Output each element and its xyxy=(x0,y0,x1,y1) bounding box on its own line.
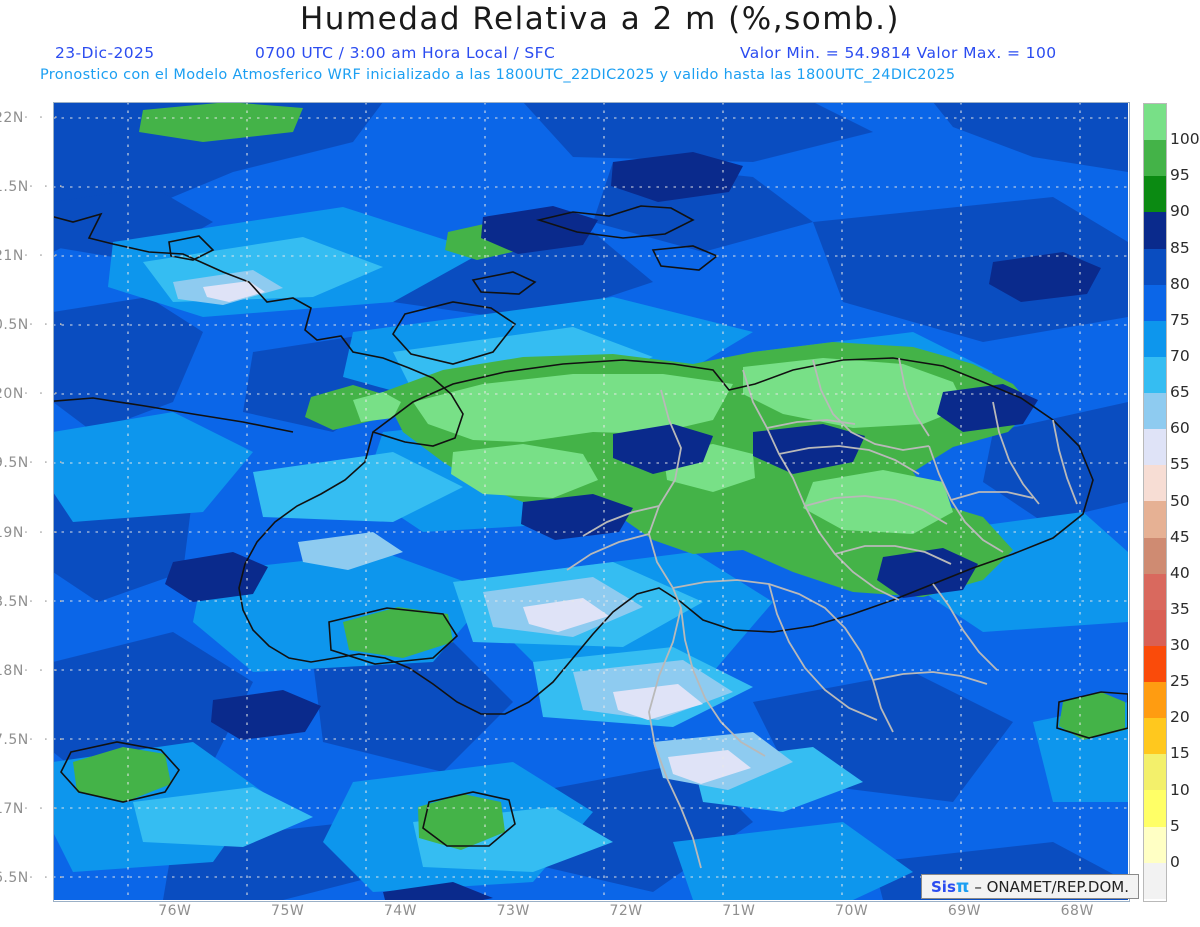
colorbar-band-25-30 xyxy=(1144,645,1166,682)
colorbar-tick-70: 70 xyxy=(1170,346,1190,365)
lon-tick-72W: 72W xyxy=(609,903,643,919)
lon-tick-75W: 75W xyxy=(271,903,305,919)
lat-tick-19N: 19N· · · xyxy=(0,524,62,541)
colorbar-tick-85: 85 xyxy=(1170,238,1190,257)
colorbar-band-45-50 xyxy=(1144,501,1166,538)
band-95-100 xyxy=(353,358,965,534)
organization-label: – ONAMET/REP.DOM. xyxy=(974,877,1129,896)
colorbar-tick-65: 65 xyxy=(1170,383,1190,402)
colorbar-tick-80: 80 xyxy=(1170,274,1190,293)
lat-tick-1.5N: 1.5N· · · xyxy=(0,178,67,195)
lat-tick-9.5N: 9.5N· · · xyxy=(0,455,67,472)
lat-tick-0.5N: 0.5N· · · xyxy=(0,317,67,334)
graticule xyxy=(53,102,1128,900)
colorbar-tick-40: 40 xyxy=(1170,563,1190,582)
colorbar-band-65-70 xyxy=(1144,356,1166,393)
lon-tick-70W: 70W xyxy=(835,903,869,919)
colorbar-tick-0: 0 xyxy=(1170,852,1180,871)
model-description: Pronostico con el Modelo Atmosferico WRF… xyxy=(40,67,956,83)
coastlines xyxy=(53,205,1128,847)
admin-borders xyxy=(566,357,1078,869)
colorbar-tick-45: 45 xyxy=(1170,527,1190,546)
colorbar-band-above-100 xyxy=(1144,104,1166,141)
colorbar-band-30-35 xyxy=(1144,609,1166,646)
colorbar-band-40-45 xyxy=(1144,537,1166,574)
colorbar-tick-60: 60 xyxy=(1170,419,1190,438)
lat-tick-17N: 17N· · · xyxy=(0,801,62,818)
colorbar-band-80-85 xyxy=(1144,248,1166,285)
colorbar-band-85-90 xyxy=(1144,212,1166,249)
colorbar-tick-75: 75 xyxy=(1170,310,1190,329)
colorbar-band-5-10 xyxy=(1144,790,1166,827)
colorbar-band-55-60 xyxy=(1144,429,1166,466)
colorbar-tick-95: 95 xyxy=(1170,166,1190,185)
colorbar-band-50-55 xyxy=(1144,465,1166,502)
lat-tick-18N: 18N· · · xyxy=(0,662,62,679)
colorbar-band-95-100 xyxy=(1144,140,1166,177)
map-contour-field xyxy=(53,102,1128,900)
colorbar-tick-100: 100 xyxy=(1170,130,1200,149)
colorbar-tick-30: 30 xyxy=(1170,636,1190,655)
colorbar-tick-10: 10 xyxy=(1170,780,1190,799)
colorbar-band-20-25 xyxy=(1144,682,1166,719)
colorbar-band-70-75 xyxy=(1144,320,1166,357)
lat-tick-20N: 20N· · · xyxy=(0,386,62,403)
colorbar-tick-55: 55 xyxy=(1170,455,1190,474)
band-55-60 xyxy=(203,281,751,784)
lat-tick-22N: 22N· · · xyxy=(0,109,62,126)
value-minmax: Valor Min. = 54.9814 Valor Max. = 100 xyxy=(740,44,1057,62)
lon-tick-69W: 69W xyxy=(947,903,982,919)
colorbar-band-15-20 xyxy=(1144,718,1166,755)
colorbar-band-below-0 xyxy=(1144,862,1166,899)
credit-badge: Sis π – ONAMET/REP.DOM. xyxy=(921,874,1139,899)
lat-tick-8.5N: 8.5N· · · xyxy=(0,593,67,610)
sispi-logo-text: Sis xyxy=(931,877,956,896)
colorbar-tick-5: 5 xyxy=(1170,816,1180,835)
forecast-date: 23-Dic-2025 xyxy=(55,44,155,62)
colorbar-band-75-80 xyxy=(1144,284,1166,321)
colorbar-tick-20: 20 xyxy=(1170,708,1190,727)
lat-tick-7.5N: 7.5N· · · xyxy=(0,731,67,748)
colorbar-tick-35: 35 xyxy=(1170,599,1190,618)
colorbar-tick-90: 90 xyxy=(1170,202,1190,221)
weather-map[interactable] xyxy=(53,102,1128,900)
colorbar-tick-15: 15 xyxy=(1170,744,1190,763)
band-dark-blue-85-90 xyxy=(165,152,1101,900)
colorbar-band-35-40 xyxy=(1144,573,1166,610)
colorbar[interactable] xyxy=(1143,103,1167,902)
colorbar-band-60-65 xyxy=(1144,393,1166,430)
header-row-model: Pronostico con el Modelo Atmosferico WRF… xyxy=(0,67,1200,87)
lat-tick-21N: 21N· · · xyxy=(0,247,62,264)
colorbar-band-0-5 xyxy=(1144,826,1166,863)
forecast-time: 0700 UTC / 3:00 am Hora Local / SFC xyxy=(255,44,556,62)
colorbar-band-10-15 xyxy=(1144,754,1166,791)
colorbar-band-90-95 xyxy=(1144,176,1166,213)
lon-tick-76W: 76W xyxy=(158,903,192,919)
lon-tick-73W: 73W xyxy=(496,903,530,919)
lon-tick-74W: 74W xyxy=(383,903,418,919)
colorbar-tick-50: 50 xyxy=(1170,491,1190,510)
lon-tick-68W: 68W xyxy=(1060,903,1094,919)
page-title: Humedad Relativa a 2 m (%,somb.) xyxy=(299,1,901,37)
lon-tick-71W: 71W xyxy=(722,903,756,919)
header-row-meta: 23-Dic-2025 0700 UTC / 3:00 am Hora Loca… xyxy=(0,44,1200,64)
lat-tick-6.5N: 6.5N· · · xyxy=(0,870,67,887)
pi-glyph: π xyxy=(955,876,970,897)
colorbar-tick-25: 25 xyxy=(1170,672,1190,691)
